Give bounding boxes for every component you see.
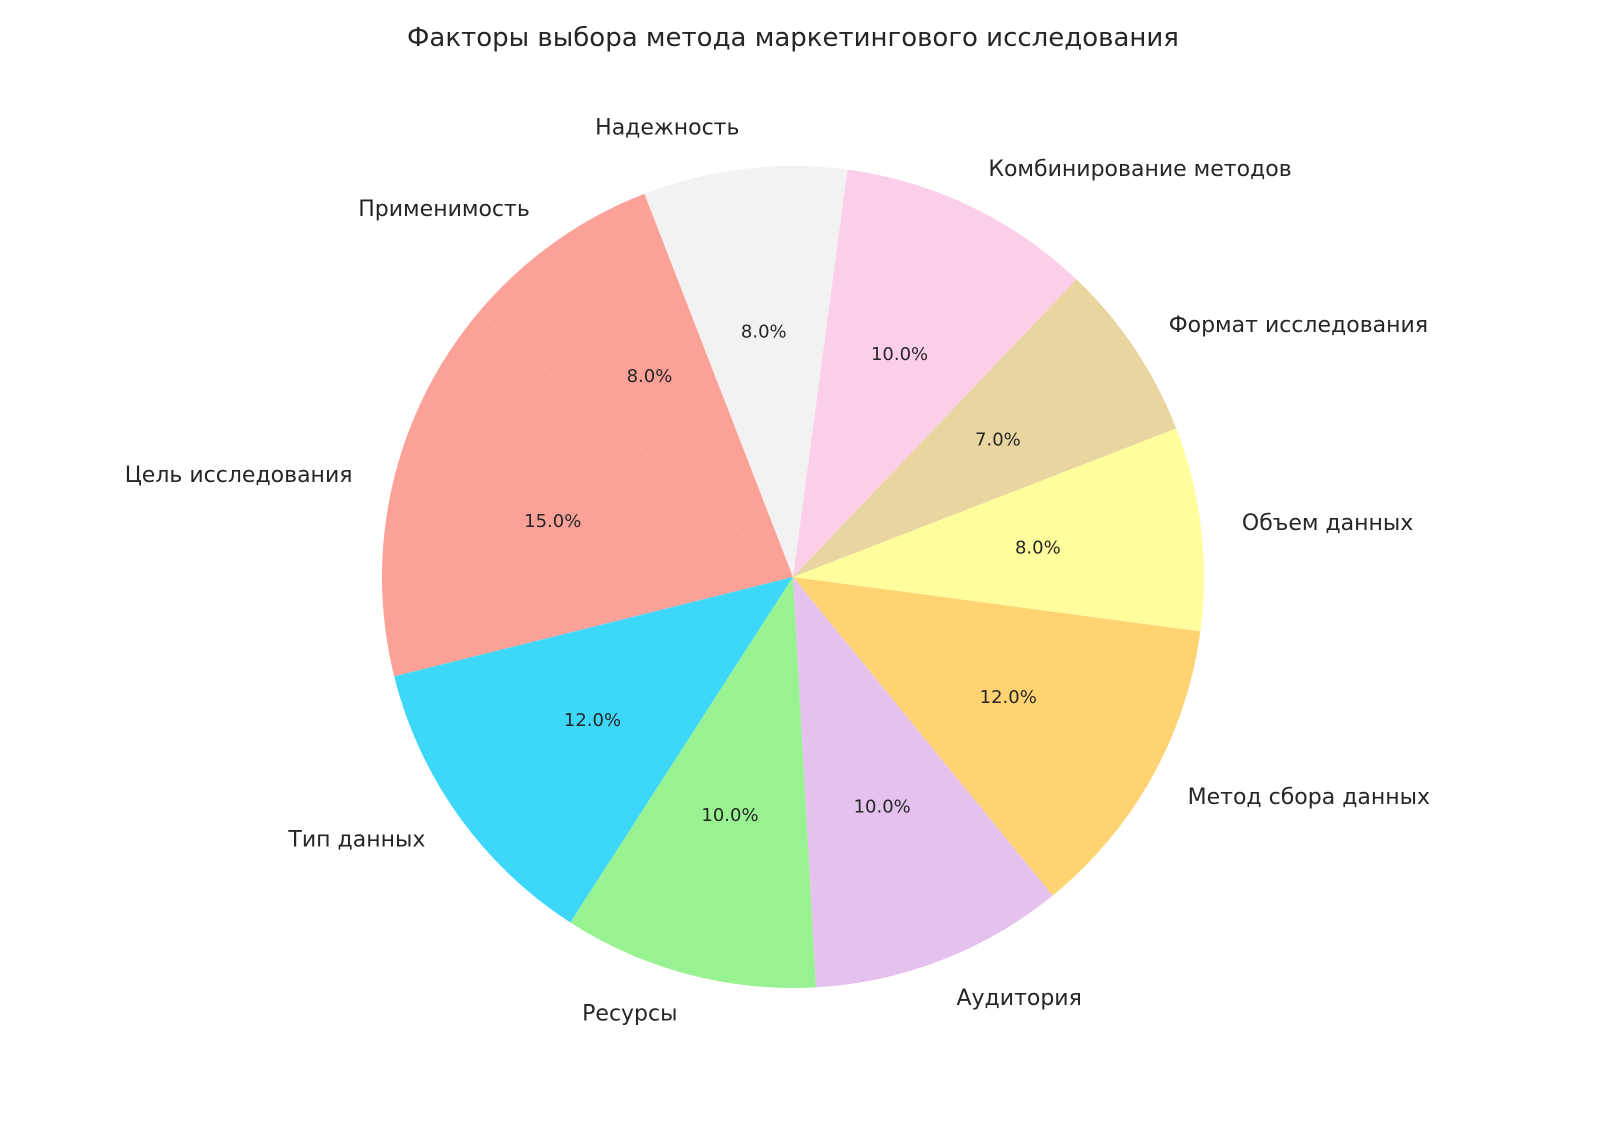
slice-percent-label: 15.0% bbox=[524, 511, 581, 532]
slice-label: Надежность bbox=[595, 116, 739, 141]
slice-label: Ресурсы bbox=[582, 1002, 677, 1027]
slice-percent-label: 8.0% bbox=[627, 366, 673, 387]
pie-slice bbox=[793, 577, 1201, 896]
slice-label: Тип данных bbox=[287, 828, 425, 853]
pie-slice bbox=[644, 165, 848, 577]
pie-slice bbox=[793, 279, 1177, 577]
pie-slice bbox=[793, 577, 1053, 988]
slice-label: Объем данных bbox=[1242, 511, 1413, 536]
slice-label: Применимость bbox=[358, 197, 530, 222]
slice-label: Цель исследования bbox=[125, 463, 353, 488]
labels: Цель исследования 15.0% Тип данных 12.0% Рес… bbox=[125, 116, 1430, 1027]
pie-slice bbox=[382, 312, 793, 677]
pie-slice bbox=[478, 193, 793, 577]
slice-label: Комбинирование методов bbox=[988, 157, 1291, 182]
pie-slice bbox=[793, 169, 1077, 577]
chart-title: Факторы выбора метода маркетингового исс… bbox=[407, 23, 1179, 53]
slice-percent-label: 10.0% bbox=[854, 796, 911, 817]
slice-percent-label: 8.0% bbox=[1015, 537, 1061, 558]
slice-percent-label: 12.0% bbox=[980, 687, 1037, 708]
pie-slice bbox=[793, 428, 1204, 632]
slice-percent-label: 10.0% bbox=[871, 344, 928, 365]
slice-percent-label: 10.0% bbox=[701, 805, 758, 826]
slices bbox=[382, 165, 1204, 988]
slice-label: Метод сбора данных bbox=[1188, 785, 1430, 810]
pie-slice bbox=[394, 577, 793, 923]
slice-label: Аудитория bbox=[956, 986, 1081, 1011]
slice-label: Формат исследования bbox=[1169, 313, 1428, 338]
slice-percent-label: 8.0% bbox=[741, 322, 787, 343]
slice-percent-label: 7.0% bbox=[975, 429, 1021, 450]
pie-slice bbox=[570, 577, 816, 988]
slice-percent-label: 12.0% bbox=[564, 710, 621, 731]
